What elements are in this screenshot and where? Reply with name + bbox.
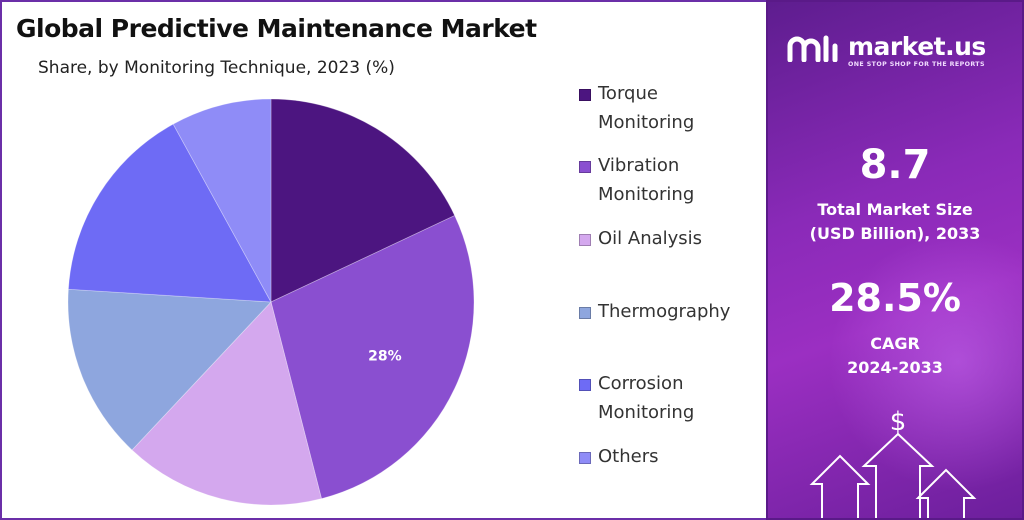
legend-item-corrosion-monitoring: Corrosion Monitoring	[579, 373, 758, 427]
legend-item-others: Others	[579, 446, 758, 471]
legend-label: Torque Monitoring	[598, 83, 695, 133]
brand-name: market.us	[848, 32, 986, 61]
dollar-icon: $	[890, 407, 907, 437]
growth-arrows-icon: $	[809, 407, 977, 518]
legend-item-vibration-monitoring: Vibration Monitoring	[579, 155, 758, 209]
market-size-value: 8.7	[859, 142, 931, 188]
pie-slice-thermography	[67, 288, 272, 451]
pie-data-label: 28%	[368, 349, 402, 365]
background-glow	[828, 232, 1022, 492]
legend-label: Thermography	[598, 301, 731, 322]
legend-label: Others	[598, 446, 659, 467]
chart-title: Global Predictive Maintenance Market	[16, 14, 537, 43]
pie-slices	[67, 98, 475, 506]
market-size-label: Total Market Size (USD Billion), 2033	[809, 200, 981, 243]
chart-panel: Global Predictive Maintenance Market Sha…	[0, 0, 766, 520]
cagr-value: 28.5%	[829, 276, 961, 320]
legend-swatch	[579, 452, 591, 464]
pie-slice-vibration-monitoring	[270, 215, 475, 500]
legend-item-oil-analysis: Oil Analysis	[579, 228, 758, 253]
pie-slice-torque-monitoring	[270, 98, 456, 303]
pie-slice-corrosion-monitoring	[67, 123, 272, 303]
pie-slice-oil-analysis	[131, 301, 322, 506]
legend-swatch	[579, 307, 591, 319]
legend-label: Vibration Monitoring	[598, 155, 695, 205]
pie-labels: 28%	[368, 349, 402, 365]
pie-slice-others	[172, 98, 272, 303]
brand-header[interactable]: market.us ONE STOP SHOP FOR THE REPORTS	[786, 32, 1014, 72]
market-us-logo-icon	[787, 35, 838, 62]
summary-panel: market.us ONE STOP SHOP FOR THE REPORTS …	[766, 0, 1024, 520]
chart-subtitle: Share, by Monitoring Technique, 2023 (%)	[38, 58, 395, 78]
pie-chart: 28%	[67, 98, 475, 506]
legend-item-torque-monitoring: Torque Monitoring	[579, 83, 758, 137]
chart-legend: Torque Monitoring Vibration Monitoring O…	[579, 2, 764, 520]
legend-swatch	[579, 379, 591, 391]
legend-swatch	[579, 161, 591, 173]
legend-swatch	[579, 234, 591, 246]
legend-item-thermography: Thermography	[579, 301, 758, 326]
legend-swatch	[579, 89, 591, 101]
cagr-label: CAGR 2024-2033	[847, 334, 943, 377]
legend-label: Oil Analysis	[598, 228, 703, 249]
legend-label: Corrosion Monitoring	[598, 373, 695, 423]
brand-tagline: ONE STOP SHOP FOR THE REPORTS	[848, 61, 985, 68]
